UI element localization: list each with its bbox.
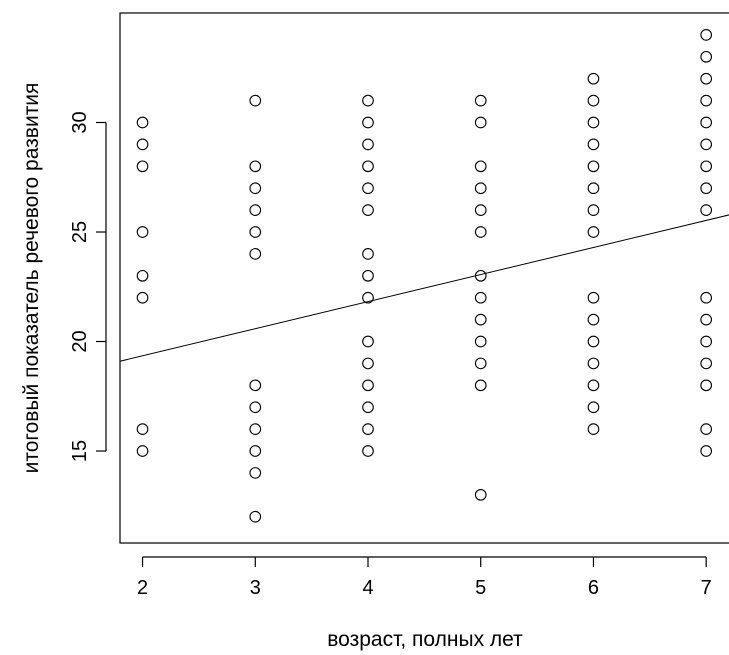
y-axis: 15 20 25 30 xyxy=(69,111,107,462)
data-point xyxy=(249,423,262,435)
data-point xyxy=(362,401,374,414)
data-point xyxy=(362,204,374,216)
data-point xyxy=(474,204,487,216)
data-point xyxy=(700,72,713,85)
data-point xyxy=(700,313,713,326)
x-axis-title: возраст, полных лет xyxy=(327,628,523,651)
points-layer xyxy=(136,29,713,523)
data-point xyxy=(700,94,713,107)
data-point xyxy=(587,335,600,348)
x-tick-label: 4 xyxy=(362,577,373,599)
data-point xyxy=(362,291,374,304)
data-point xyxy=(587,160,600,173)
x-tick-label: 6 xyxy=(588,577,599,599)
data-point xyxy=(249,94,262,107)
data-point xyxy=(474,357,487,370)
data-point xyxy=(700,182,713,195)
data-point xyxy=(700,50,713,63)
y-tick-label: 25 xyxy=(69,221,91,243)
data-point xyxy=(362,269,374,282)
data-point xyxy=(136,269,149,282)
data-point xyxy=(362,357,374,370)
data-point xyxy=(249,204,262,216)
data-point xyxy=(700,138,713,151)
data-point xyxy=(249,226,262,238)
data-point xyxy=(587,94,600,107)
data-point xyxy=(362,423,374,435)
data-point xyxy=(362,445,374,457)
data-point xyxy=(700,291,713,304)
data-point xyxy=(700,445,713,457)
y-axis-title: итоговый показатель речевого развития xyxy=(20,83,43,474)
data-point xyxy=(700,204,713,216)
x-axis: 2 3 4 5 6 7 xyxy=(137,556,712,599)
data-point xyxy=(474,291,487,304)
data-point xyxy=(249,510,262,523)
y-tick-label: 30 xyxy=(69,111,91,133)
data-point xyxy=(474,313,487,326)
data-point xyxy=(700,116,713,129)
data-point xyxy=(249,160,262,173)
data-point xyxy=(587,401,600,414)
data-point xyxy=(700,423,713,435)
data-point xyxy=(249,445,262,457)
trend-line xyxy=(119,214,729,362)
plot-frame xyxy=(119,12,729,544)
data-point xyxy=(136,138,149,151)
data-point xyxy=(136,423,149,435)
data-point xyxy=(249,248,262,260)
data-point xyxy=(474,226,487,238)
data-point xyxy=(474,182,487,195)
data-point xyxy=(249,182,262,195)
data-point xyxy=(587,204,600,216)
data-point xyxy=(362,379,374,392)
data-point xyxy=(474,160,487,173)
data-point xyxy=(362,94,374,107)
y-tick-label: 15 xyxy=(69,440,91,462)
data-point xyxy=(136,445,149,457)
data-point xyxy=(474,335,487,348)
data-point xyxy=(700,357,713,370)
data-point xyxy=(362,335,374,348)
data-point xyxy=(136,160,149,173)
data-point xyxy=(362,248,374,260)
data-point xyxy=(587,72,600,85)
data-point xyxy=(474,379,487,392)
data-point xyxy=(362,160,374,173)
data-point xyxy=(587,116,600,129)
x-tick-label: 2 xyxy=(137,577,148,599)
data-point xyxy=(136,291,149,304)
x-tick-label: 3 xyxy=(250,577,261,599)
data-point xyxy=(587,291,600,304)
y-tick-label: 20 xyxy=(69,330,91,352)
data-point xyxy=(587,138,600,151)
data-point xyxy=(587,313,600,326)
data-point xyxy=(362,116,374,129)
data-point xyxy=(474,488,487,501)
data-point xyxy=(474,116,487,129)
data-point xyxy=(136,226,149,238)
data-point xyxy=(362,138,374,151)
data-point xyxy=(587,379,600,392)
data-point xyxy=(700,379,713,392)
data-point xyxy=(474,94,487,107)
data-point xyxy=(249,467,262,479)
data-point xyxy=(362,182,374,195)
data-point xyxy=(587,357,600,370)
data-point xyxy=(700,29,713,41)
data-point xyxy=(249,401,262,414)
data-point xyxy=(587,182,600,195)
data-point xyxy=(249,379,262,392)
data-point xyxy=(587,423,600,435)
data-point xyxy=(587,226,600,238)
data-point xyxy=(700,335,713,348)
data-point xyxy=(700,160,713,173)
x-tick-label: 7 xyxy=(701,577,712,599)
x-tick-label: 5 xyxy=(475,577,486,599)
data-point xyxy=(136,116,149,129)
